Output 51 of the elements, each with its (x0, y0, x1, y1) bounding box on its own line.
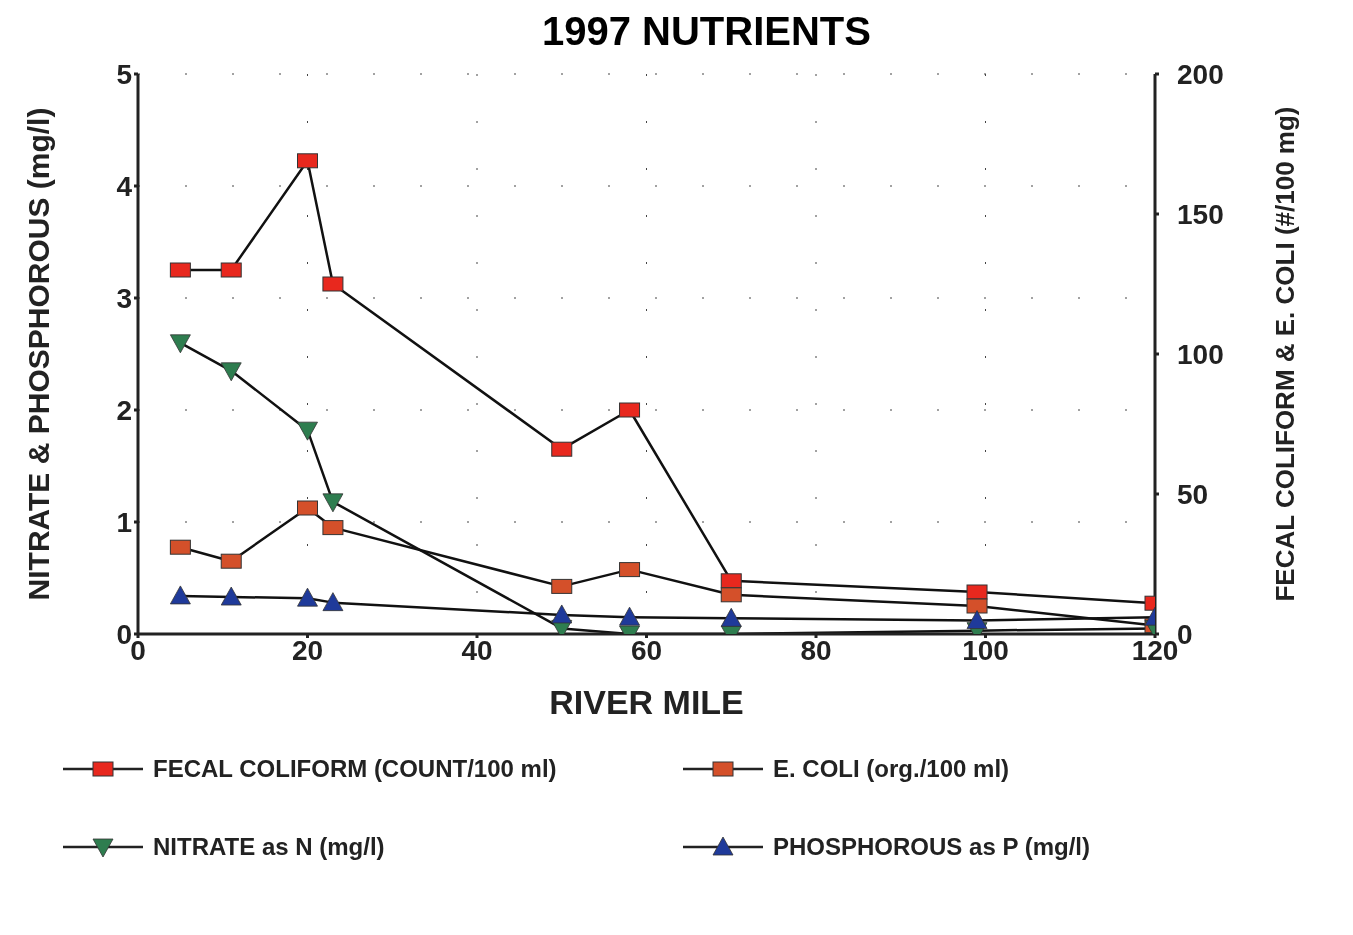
point (169, 539, 191, 555)
point (297, 500, 318, 516)
y2-tick-label: 200 (1177, 58, 1224, 90)
y2-tick-label: 150 (1177, 198, 1224, 230)
point (966, 598, 988, 614)
y-axis-title: NITRATE & PHOSPHOROUS (mg/l) (21, 107, 55, 601)
y-tick-label: 4 (116, 170, 133, 202)
x-tick-label: 120 (1131, 634, 1179, 666)
x-tick-label: 80 (800, 634, 832, 666)
legend-label: PHOSPHOROUS as P (mg/l) (773, 833, 1090, 861)
point (220, 553, 242, 569)
point (220, 262, 242, 278)
y-tick-label: 5 (116, 58, 132, 90)
point (322, 493, 344, 513)
legend-label: FECAL COLIFORM (COUNT/100 ml) (153, 755, 557, 783)
point (322, 276, 344, 292)
y-tick-label: 3 (116, 282, 132, 314)
point (220, 586, 242, 606)
x-tick-label: 20 (291, 634, 324, 666)
point (297, 153, 318, 169)
point (619, 562, 641, 578)
point (297, 587, 318, 607)
x-tick-label: 100 (962, 634, 1009, 666)
point (619, 402, 641, 418)
point (551, 441, 573, 457)
point (720, 607, 742, 627)
y-tick-label: 1 (116, 506, 132, 538)
y2-tick-label: 50 (1177, 478, 1209, 510)
chart-title: 1997 NUTRIENTS (541, 8, 872, 54)
point (169, 585, 191, 605)
legend-label: E. COLI (org./100 ml) (773, 755, 1010, 783)
point (322, 592, 344, 612)
point (619, 606, 640, 626)
y2-axis-title: FECAL COLIFORM & E. COLI (#/100 mg) (1270, 106, 1301, 602)
point (220, 362, 242, 382)
point (169, 262, 191, 278)
x-tick-label: 40 (461, 634, 493, 666)
point (720, 573, 742, 589)
x-tick-label: 60 (630, 634, 663, 666)
point (169, 334, 191, 354)
point (322, 520, 344, 536)
y-tick-label: 2 (116, 394, 132, 426)
x-axis-title: RIVER MILE (549, 683, 744, 721)
point (720, 587, 742, 603)
point (966, 610, 988, 629)
point (551, 578, 573, 594)
point (966, 584, 988, 600)
point (551, 604, 573, 624)
y2-tick-label: 100 (1177, 338, 1224, 370)
point (297, 421, 318, 441)
legend-label: NITRATE as N (mg/l) (153, 833, 385, 861)
